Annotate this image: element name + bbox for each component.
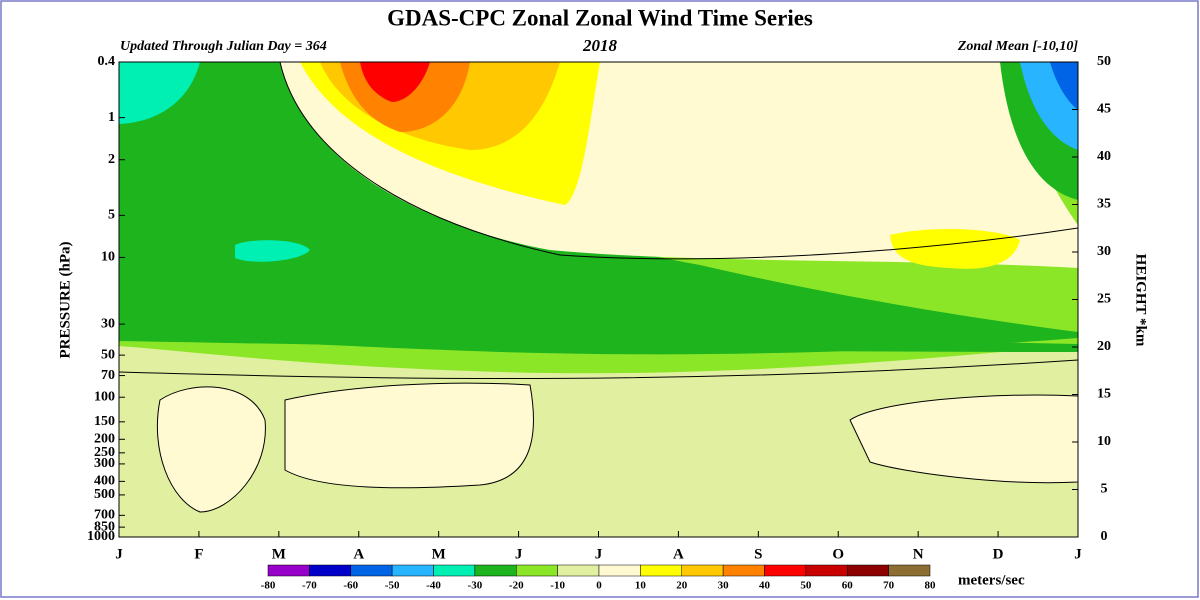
- colorbar-segment: [805, 564, 848, 577]
- colorbar-tick-label: 60: [842, 580, 854, 592]
- y-tick-label: 1000: [87, 529, 115, 544]
- y-tick-label: 400: [94, 474, 115, 489]
- x-tick-label: A: [353, 546, 364, 562]
- y-tick-label: 70: [101, 368, 115, 383]
- contour-region: [360, 62, 430, 102]
- colorbar-tick-label: 0: [596, 580, 602, 592]
- y-tick-label: 0.4: [98, 54, 116, 69]
- contour-field: [118, 61, 1079, 538]
- colorbar-tick-label: 30: [718, 580, 730, 592]
- y2-tick-label: 35: [1097, 197, 1111, 212]
- colorbar-segment: [516, 564, 558, 577]
- y2-tick-label: 30: [1097, 244, 1111, 259]
- colorbar-segment: [309, 564, 351, 577]
- x-tick-label: J: [1074, 546, 1082, 562]
- y-tick-label: 10: [101, 250, 115, 265]
- y2-tick-label: 5: [1101, 482, 1108, 497]
- colorbar-tick-label: -70: [302, 580, 317, 592]
- x-tick-label: O: [832, 546, 844, 562]
- colorbar-segment: [474, 564, 517, 577]
- y-tick-label: 200: [94, 432, 115, 447]
- y-axis-label: PRESSURE (hPa): [57, 241, 73, 358]
- colorbar-segment: [888, 564, 931, 577]
- colorbar-label: meters/sec: [958, 572, 1025, 588]
- x-tick-label: M: [272, 546, 286, 562]
- colorbar-tick-label: -10: [550, 580, 565, 592]
- y2-tick-label: 50: [1097, 54, 1111, 69]
- y-tick-label: 50: [101, 347, 115, 362]
- y-tick-label: 700: [94, 508, 115, 523]
- y2-tick-label: 25: [1097, 292, 1111, 307]
- colorbar-tick-label: 50: [800, 580, 812, 592]
- colorbar-segment: [598, 564, 641, 577]
- y-tick-label: 850: [94, 519, 115, 534]
- x-tick-label: J: [515, 546, 523, 562]
- contour-region: [119, 62, 200, 124]
- x-tick-label: J: [115, 546, 123, 562]
- colorbar-segment: [557, 564, 600, 577]
- colorbar-segment: [267, 564, 310, 577]
- y2-tick-label: 0: [1101, 529, 1108, 544]
- y2-tick-label: 40: [1097, 149, 1111, 164]
- colorbar-segment: [391, 564, 434, 577]
- contour-region: [890, 228, 1020, 269]
- contour-region: [235, 240, 310, 262]
- y-tick-label: 150: [94, 414, 115, 429]
- x-tick-label: S: [754, 546, 762, 562]
- y2-tick-label: 15: [1097, 387, 1111, 402]
- colorbar-segment: [433, 564, 476, 577]
- colorbar-segment: [722, 564, 765, 577]
- y2-axis-label: HEIGHT *km: [1133, 254, 1149, 347]
- colorbar-tick-label: 80: [925, 580, 937, 592]
- colorbar-tick-label: 40: [759, 580, 771, 592]
- x-tick-label: D: [993, 546, 1004, 562]
- y-tick-label: 5: [108, 208, 115, 223]
- colorbar-segment: [847, 564, 889, 577]
- contour-line: [279, 61, 1079, 260]
- colorbar-tick-label: 70: [883, 580, 895, 592]
- x-tick-label: A: [673, 546, 684, 562]
- right-note: Zonal Mean [-10,10]: [957, 39, 1079, 54]
- x-tick-label: M: [432, 546, 446, 562]
- colorbar-segment: [764, 564, 807, 577]
- colorbar-tick-label: -40: [426, 580, 441, 592]
- y-tick-label: 1: [108, 110, 115, 125]
- colorbar-tick-label: -20: [509, 580, 524, 592]
- colorbar-tick-label: -30: [468, 580, 483, 592]
- colorbar-segment: [640, 564, 682, 577]
- colorbar-segment: [681, 564, 724, 577]
- chart-title: GDAS-CPC Zonal Zonal Wind Time Series: [387, 5, 813, 30]
- colorbar-tick-label: 10: [635, 580, 647, 592]
- colorbar-tick-label: -60: [343, 580, 358, 592]
- y-tick-label: 250: [94, 445, 115, 460]
- left-note: Updated Through Julian Day = 364: [120, 39, 327, 54]
- contour-region: [284, 382, 534, 489]
- contour-region: [1050, 62, 1078, 110]
- y-tick-label: 100: [94, 389, 115, 404]
- colorbar-segment: [350, 564, 393, 577]
- subtitle: 2018: [582, 36, 618, 55]
- x-tick-label: J: [595, 546, 603, 562]
- y-tick-label: 300: [94, 456, 115, 471]
- y-tick-label: 30: [101, 316, 115, 331]
- y2-tick-label: 45: [1097, 102, 1111, 117]
- y-tick-label: 2: [108, 152, 115, 167]
- contour-region: [119, 325, 1078, 352]
- y2-tick-label: 10: [1097, 434, 1111, 449]
- colorbar-tick-label: -80: [261, 580, 276, 592]
- contour-region: [156, 386, 266, 513]
- colorbar-tick-label: -50: [385, 580, 400, 592]
- x-tick-label: N: [913, 546, 924, 562]
- contour-line: [118, 359, 1079, 380]
- y-tick-label: 500: [94, 487, 115, 502]
- y2-tick-label: 20: [1097, 339, 1111, 354]
- colorbar-tick-label: 20: [676, 580, 688, 592]
- x-tick-label: F: [194, 546, 203, 562]
